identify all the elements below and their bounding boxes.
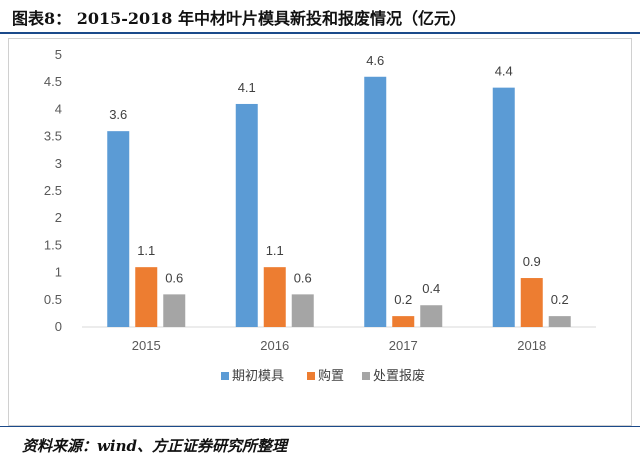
bar-disposal bbox=[291, 294, 314, 327]
data-label: 0.2 bbox=[394, 292, 412, 307]
bar-purchase bbox=[520, 278, 543, 327]
y-tick-label: 5 bbox=[55, 47, 62, 62]
data-label: 4.6 bbox=[366, 53, 384, 68]
bar-chart: 0 0.5 1 1.5 2 2.5 3 3.5 4 4.5 5 3.6 1.1 0.6 2015 4.1 1.1… bbox=[44, 47, 596, 384]
x-tick-label: 2016 bbox=[260, 338, 289, 353]
y-tick-label: 0.5 bbox=[44, 292, 62, 307]
legend-label: 处置报废 bbox=[373, 368, 425, 384]
x-tick-label: 2015 bbox=[132, 338, 161, 353]
figure-caption-text: 图表8： 2015-2018 年中材叶片模具新投和报废情况（亿元） bbox=[12, 9, 466, 28]
legend-swatch bbox=[307, 372, 315, 380]
y-tick-label: 2 bbox=[55, 210, 62, 225]
bar-purchase bbox=[392, 316, 415, 327]
y-tick-label: 3 bbox=[55, 156, 62, 171]
y-tick-label: 3.5 bbox=[44, 129, 62, 144]
bar-disposal bbox=[420, 305, 443, 327]
bar-initial-molds bbox=[107, 131, 130, 327]
data-label: 3.6 bbox=[109, 107, 127, 122]
bar-purchase bbox=[263, 267, 286, 327]
y-tick-label: 1.5 bbox=[44, 237, 62, 252]
bar-initial-molds bbox=[492, 87, 515, 327]
legend-label: 购置 bbox=[318, 368, 344, 384]
data-label: 4.4 bbox=[495, 64, 513, 79]
data-label: 0.2 bbox=[551, 292, 569, 307]
data-label: 0.9 bbox=[523, 254, 541, 269]
source-note: 资料来源：wind、方正证券研究所整理 bbox=[0, 426, 640, 465]
bar-disposal bbox=[548, 316, 571, 327]
source-text: 资料来源：wind、方正证券研究所整理 bbox=[22, 437, 288, 455]
data-label: 0.6 bbox=[294, 270, 312, 285]
bar-disposal bbox=[163, 294, 186, 327]
y-tick-label: 1 bbox=[55, 265, 62, 280]
x-tick-label: 2018 bbox=[517, 338, 546, 353]
bar-purchase bbox=[135, 267, 158, 327]
y-tick-label: 4 bbox=[55, 101, 62, 116]
data-label: 1.1 bbox=[266, 243, 284, 258]
data-label: 4.1 bbox=[238, 80, 256, 95]
data-label: 0.6 bbox=[165, 270, 183, 285]
bar-initial-molds bbox=[364, 76, 387, 327]
figure-caption: 图表8： 2015-2018 年中材叶片模具新投和报废情况（亿元） bbox=[0, 0, 640, 34]
data-label: 0.4 bbox=[422, 281, 440, 296]
legend-label: 期初模具 bbox=[232, 369, 284, 384]
y-tick-label: 4.5 bbox=[44, 74, 62, 89]
y-tick-label: 2.5 bbox=[44, 183, 62, 198]
data-label: 1.1 bbox=[137, 243, 155, 258]
legend-swatch bbox=[221, 372, 229, 380]
x-tick-label: 2017 bbox=[389, 338, 418, 353]
y-tick-label: 0 bbox=[55, 319, 62, 334]
legend-swatch bbox=[362, 372, 370, 380]
bar-initial-molds bbox=[235, 103, 258, 328]
